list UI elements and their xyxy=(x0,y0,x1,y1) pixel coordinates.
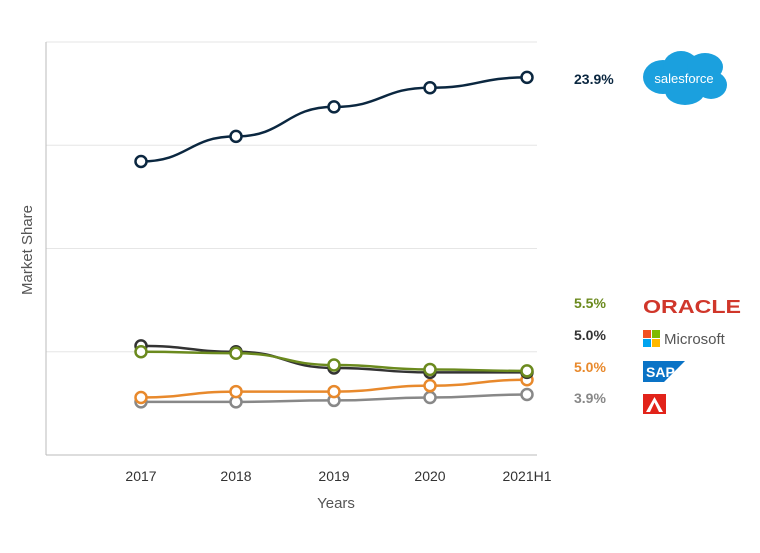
series-line-salesforce xyxy=(140,76,528,163)
data-point-sap xyxy=(134,390,148,405)
grid xyxy=(46,41,537,353)
x-tick-label: 2019 xyxy=(318,468,349,484)
end-value-label: 5.0% xyxy=(574,359,606,375)
end-value-label: 5.5% xyxy=(574,295,606,311)
data-point-salesforce xyxy=(520,70,534,85)
x-tick-label: 2017 xyxy=(125,468,156,484)
series-lines xyxy=(140,76,528,404)
data-point-oracle xyxy=(520,364,534,378)
adobe-logo xyxy=(643,394,666,414)
x-tick-labels: 2017 2018 2019 2020 2021H1 xyxy=(125,468,551,484)
end-value-label: 3.9% xyxy=(574,390,606,406)
data-point-adobe xyxy=(423,390,437,405)
data-point-salesforce xyxy=(423,80,437,95)
oracle-logo-text: ORACLE xyxy=(643,297,741,317)
microsoft-logo-text: Microsoft xyxy=(664,331,726,348)
data-point-sap xyxy=(423,378,437,393)
data-point-salesforce xyxy=(229,129,243,144)
end-value-label: 23.9% xyxy=(574,71,614,87)
data-point-oracle xyxy=(327,358,341,372)
data-point-salesforce xyxy=(134,154,148,169)
axes xyxy=(45,42,537,456)
sap-logo-text: SAP xyxy=(646,364,675,380)
data-point-adobe xyxy=(520,387,534,402)
x-tick-label: 2020 xyxy=(414,468,445,484)
series-points xyxy=(134,70,534,409)
x-tick-label: 2018 xyxy=(220,468,251,484)
y-axis-title: Market Share xyxy=(19,205,36,295)
microsoft-logo: Microsoft xyxy=(643,330,726,348)
end-value-labels: 23.9% 5.5% 5.0% 5.0% 3.9% xyxy=(574,71,614,406)
data-point-oracle xyxy=(134,345,148,359)
data-point-salesforce xyxy=(327,100,341,114)
data-point-sap xyxy=(229,384,243,399)
salesforce-logo-text: salesforce xyxy=(654,71,713,86)
salesforce-logo: salesforce xyxy=(643,51,727,105)
sap-logo: SAP xyxy=(643,361,685,382)
data-point-sap xyxy=(327,384,341,399)
end-value-label: 5.0% xyxy=(574,327,606,343)
x-tick-label: 2021H1 xyxy=(502,468,551,484)
x-axis-title: Years xyxy=(317,495,355,512)
data-point-oracle xyxy=(229,346,243,360)
data-point-oracle xyxy=(423,362,437,377)
oracle-logo: ORACLE xyxy=(643,297,741,317)
